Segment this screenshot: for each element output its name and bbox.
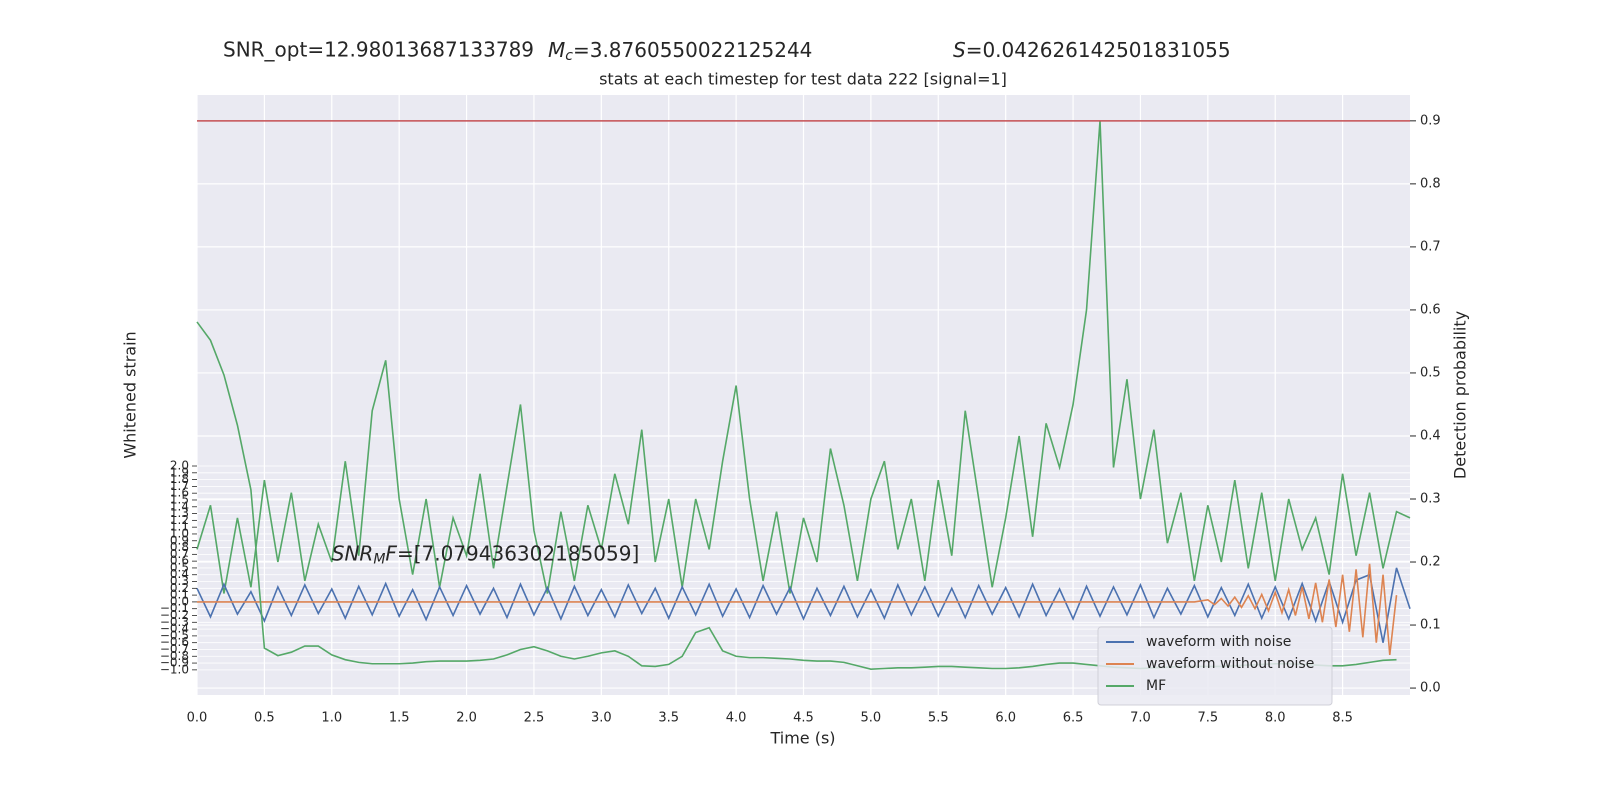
legend: waveform with noise waveform without nois… xyxy=(1097,626,1333,706)
y-tick-label: −0.4 xyxy=(160,622,189,636)
x-tick-label: 7.0 xyxy=(1130,711,1151,726)
y-tick-label: 1.0 xyxy=(170,526,189,540)
suptitle-s: S=0.042626142501831055 xyxy=(953,38,1231,62)
y2-axis-label: Detection probability xyxy=(1451,311,1470,479)
annotation-base: SNR xyxy=(332,541,374,565)
series-line xyxy=(196,567,1411,643)
y-tick-label: 1.9 xyxy=(170,465,189,479)
y2-tick-label: 0.5 xyxy=(1420,365,1441,380)
y2-tick-label: 0.6 xyxy=(1420,302,1441,317)
y-tick-label: −0.3 xyxy=(160,615,189,629)
mc-sub: c xyxy=(565,48,573,64)
mc-symbol: M xyxy=(548,38,565,62)
y-tick-label: 0.8 xyxy=(170,540,189,554)
y-tick-label: −0.5 xyxy=(160,628,189,642)
x-tick-label: 8.5 xyxy=(1332,711,1353,726)
y-tick-label: −1.0 xyxy=(160,662,189,676)
s-text: =0.042626142501831055 xyxy=(966,38,1231,62)
x-tick-label: 1.5 xyxy=(389,711,410,726)
y-tick-label: 1.4 xyxy=(170,499,189,513)
annotation-after: F xyxy=(385,541,397,565)
x-tick-label: 0.5 xyxy=(254,711,275,726)
x-tick-label: 5.5 xyxy=(928,711,949,726)
y-tick-label: 0.5 xyxy=(170,560,189,574)
y-tick-label: 0.4 xyxy=(170,567,189,581)
y-tick-label: −0.6 xyxy=(160,635,189,649)
x-axis-label: Time (s) xyxy=(769,729,835,748)
x-tick-label: 2.5 xyxy=(524,711,545,726)
y-tick-label: 1.7 xyxy=(170,479,189,493)
y-tick-label: 1.1 xyxy=(170,520,189,534)
y-tick-label: −0.9 xyxy=(160,656,189,670)
annotation-text: =[7.079436302185059] xyxy=(397,541,639,565)
x-tick-label: 8.0 xyxy=(1265,711,1286,726)
y-tick-label: 1.3 xyxy=(170,506,189,520)
y-tick-label: 0.1 xyxy=(170,588,189,602)
y-tick-label: 1.5 xyxy=(170,492,189,506)
y-tick-label: −0.7 xyxy=(160,642,189,656)
x-tick-label: 4.5 xyxy=(793,711,814,726)
y2-tick-label: 0.1 xyxy=(1420,618,1441,633)
y-tick-label: −0.1 xyxy=(160,601,189,615)
y-tick-label: 0.7 xyxy=(170,547,189,561)
y-tick-label: −0.8 xyxy=(160,649,189,663)
x-tick-label: 1.0 xyxy=(321,711,342,726)
x-tick-label: 0.0 xyxy=(187,711,208,726)
chart-title: stats at each timestep for test data 222… xyxy=(599,70,1007,89)
y-tick-label: −0.2 xyxy=(160,608,189,622)
legend-box xyxy=(1097,626,1333,706)
series-line xyxy=(197,563,1398,655)
y-tick-label: 0.9 xyxy=(170,533,189,547)
x-tick-label: 3.0 xyxy=(591,711,612,726)
x-tick-label: 7.5 xyxy=(1197,711,1218,726)
x-tick-label: 5.0 xyxy=(861,711,882,726)
y-axis-label: Whitened strain xyxy=(121,331,140,458)
y-tick-label: 2.0 xyxy=(170,459,189,473)
y-tick-label: 0.6 xyxy=(170,554,189,568)
y2-tick-label: 0.4 xyxy=(1420,428,1441,443)
annotation-sub: M xyxy=(373,551,385,567)
x-tick-label: 6.0 xyxy=(995,711,1016,726)
y2-tick-label: 0.7 xyxy=(1420,239,1441,254)
y-tick-label: 1.8 xyxy=(170,472,189,486)
legend-label: waveform with noise xyxy=(1146,634,1291,650)
suptitle-mc: Mc=3.8760550022125244 xyxy=(548,38,812,65)
y2-tick-label: 0.2 xyxy=(1420,555,1441,570)
x-tick-label: 3.5 xyxy=(658,711,679,726)
y-tick-label: 0.0 xyxy=(170,594,189,608)
y-tick-label: 1.6 xyxy=(170,486,189,500)
y2-tick-label: 0.8 xyxy=(1420,176,1441,191)
x-tick-label: 6.5 xyxy=(1063,711,1084,726)
y2-tick-label: 0.9 xyxy=(1420,113,1441,128)
y-tick-label: 0.2 xyxy=(170,581,189,595)
y2-tick-label: 0.0 xyxy=(1420,681,1441,696)
x-tick-label: 4.0 xyxy=(726,711,747,726)
y2-tick-label: 0.3 xyxy=(1420,491,1441,506)
y-tick-label: 1.2 xyxy=(170,513,189,527)
suptitle-snr: SNR_opt=12.98013687133789 xyxy=(223,38,534,62)
y-tick-label: 0.3 xyxy=(170,574,189,588)
detection-line xyxy=(196,120,1411,594)
s-symbol: S xyxy=(953,38,966,62)
annotation: SNRMF=[7.079436302185059] xyxy=(332,541,640,568)
mc-text: =3.8760550022125244 xyxy=(573,38,812,62)
legend-label: waveform without noise xyxy=(1146,656,1314,672)
x-tick-label: 2.0 xyxy=(456,711,477,726)
legend-label: MF xyxy=(1146,678,1166,694)
